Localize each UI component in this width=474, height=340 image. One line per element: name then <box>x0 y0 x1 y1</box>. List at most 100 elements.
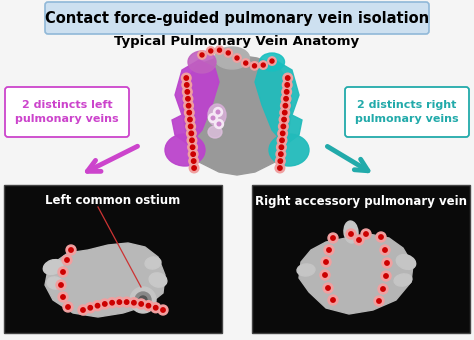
Circle shape <box>182 73 191 83</box>
Circle shape <box>117 300 121 304</box>
Circle shape <box>209 49 213 53</box>
Circle shape <box>146 304 151 308</box>
Circle shape <box>285 76 290 80</box>
Circle shape <box>65 258 69 262</box>
Text: Contact force-guided pulmonary vein isolation: Contact force-guided pulmonary vein isol… <box>45 11 429 26</box>
Circle shape <box>198 51 206 59</box>
Circle shape <box>158 305 168 315</box>
Circle shape <box>192 166 196 170</box>
FancyBboxPatch shape <box>4 185 222 333</box>
Circle shape <box>139 302 143 306</box>
Ellipse shape <box>394 274 412 286</box>
Circle shape <box>224 49 232 57</box>
Circle shape <box>216 110 220 114</box>
Circle shape <box>100 299 110 309</box>
Circle shape <box>349 232 353 236</box>
Circle shape <box>326 286 330 290</box>
Circle shape <box>207 47 215 55</box>
Circle shape <box>278 166 282 170</box>
Circle shape <box>283 80 292 90</box>
Circle shape <box>379 235 383 239</box>
Circle shape <box>184 108 194 117</box>
Ellipse shape <box>149 273 167 287</box>
Circle shape <box>381 287 385 291</box>
Circle shape <box>130 287 156 313</box>
Circle shape <box>279 152 283 156</box>
Circle shape <box>282 87 292 97</box>
Circle shape <box>323 283 333 293</box>
Circle shape <box>281 94 291 104</box>
Circle shape <box>110 301 114 305</box>
Ellipse shape <box>396 255 416 269</box>
Circle shape <box>382 258 392 268</box>
Circle shape <box>242 59 250 67</box>
Ellipse shape <box>259 53 284 71</box>
Ellipse shape <box>165 134 205 166</box>
Circle shape <box>324 245 334 255</box>
Circle shape <box>188 142 197 152</box>
Ellipse shape <box>43 259 63 274</box>
Circle shape <box>270 59 274 63</box>
Ellipse shape <box>269 134 309 166</box>
Polygon shape <box>255 60 302 145</box>
Circle shape <box>323 273 327 277</box>
Circle shape <box>63 302 73 312</box>
Circle shape <box>154 306 158 310</box>
Circle shape <box>188 149 198 159</box>
Circle shape <box>189 124 193 129</box>
Circle shape <box>62 255 72 265</box>
Circle shape <box>253 64 256 68</box>
Text: Left common ostium: Left common ostium <box>46 194 181 207</box>
Circle shape <box>151 303 161 313</box>
Circle shape <box>357 238 361 242</box>
Circle shape <box>280 138 284 142</box>
Circle shape <box>183 94 193 104</box>
Text: Right accessory pulmonary vein: Right accessory pulmonary vein <box>255 194 467 207</box>
Circle shape <box>213 107 222 117</box>
Circle shape <box>189 163 199 173</box>
Polygon shape <box>45 243 165 317</box>
Circle shape <box>186 97 190 101</box>
Circle shape <box>378 284 388 294</box>
Circle shape <box>377 299 381 303</box>
Circle shape <box>275 163 285 173</box>
Text: 2 distincts left
pulmonary veins: 2 distincts left pulmonary veins <box>15 100 119 124</box>
Circle shape <box>250 62 259 70</box>
Circle shape <box>284 97 288 101</box>
Circle shape <box>279 145 283 150</box>
Circle shape <box>279 115 289 124</box>
Circle shape <box>361 229 371 239</box>
Polygon shape <box>182 55 292 175</box>
Circle shape <box>191 145 195 150</box>
Circle shape <box>182 87 192 97</box>
Circle shape <box>346 229 356 239</box>
Circle shape <box>107 298 117 308</box>
Circle shape <box>285 83 290 87</box>
Circle shape <box>282 117 286 122</box>
Circle shape <box>283 73 292 83</box>
Circle shape <box>384 274 388 278</box>
Circle shape <box>215 46 224 54</box>
FancyBboxPatch shape <box>345 87 469 137</box>
Circle shape <box>136 299 146 309</box>
Ellipse shape <box>47 277 63 289</box>
Circle shape <box>185 90 190 94</box>
Circle shape <box>380 245 390 255</box>
Circle shape <box>281 101 290 110</box>
Circle shape <box>102 302 107 306</box>
Circle shape <box>139 296 147 304</box>
Circle shape <box>215 119 224 129</box>
Circle shape <box>58 267 68 277</box>
Circle shape <box>331 298 335 302</box>
Circle shape <box>56 280 66 290</box>
Text: 2 distincts right
pulmonary veins: 2 distincts right pulmonary veins <box>355 100 459 124</box>
Circle shape <box>182 80 191 90</box>
Circle shape <box>278 129 287 138</box>
Circle shape <box>235 56 239 60</box>
Circle shape <box>85 303 95 313</box>
Circle shape <box>191 152 195 156</box>
Circle shape <box>320 270 330 280</box>
Circle shape <box>281 124 285 129</box>
FancyBboxPatch shape <box>45 2 429 34</box>
Ellipse shape <box>188 51 216 73</box>
